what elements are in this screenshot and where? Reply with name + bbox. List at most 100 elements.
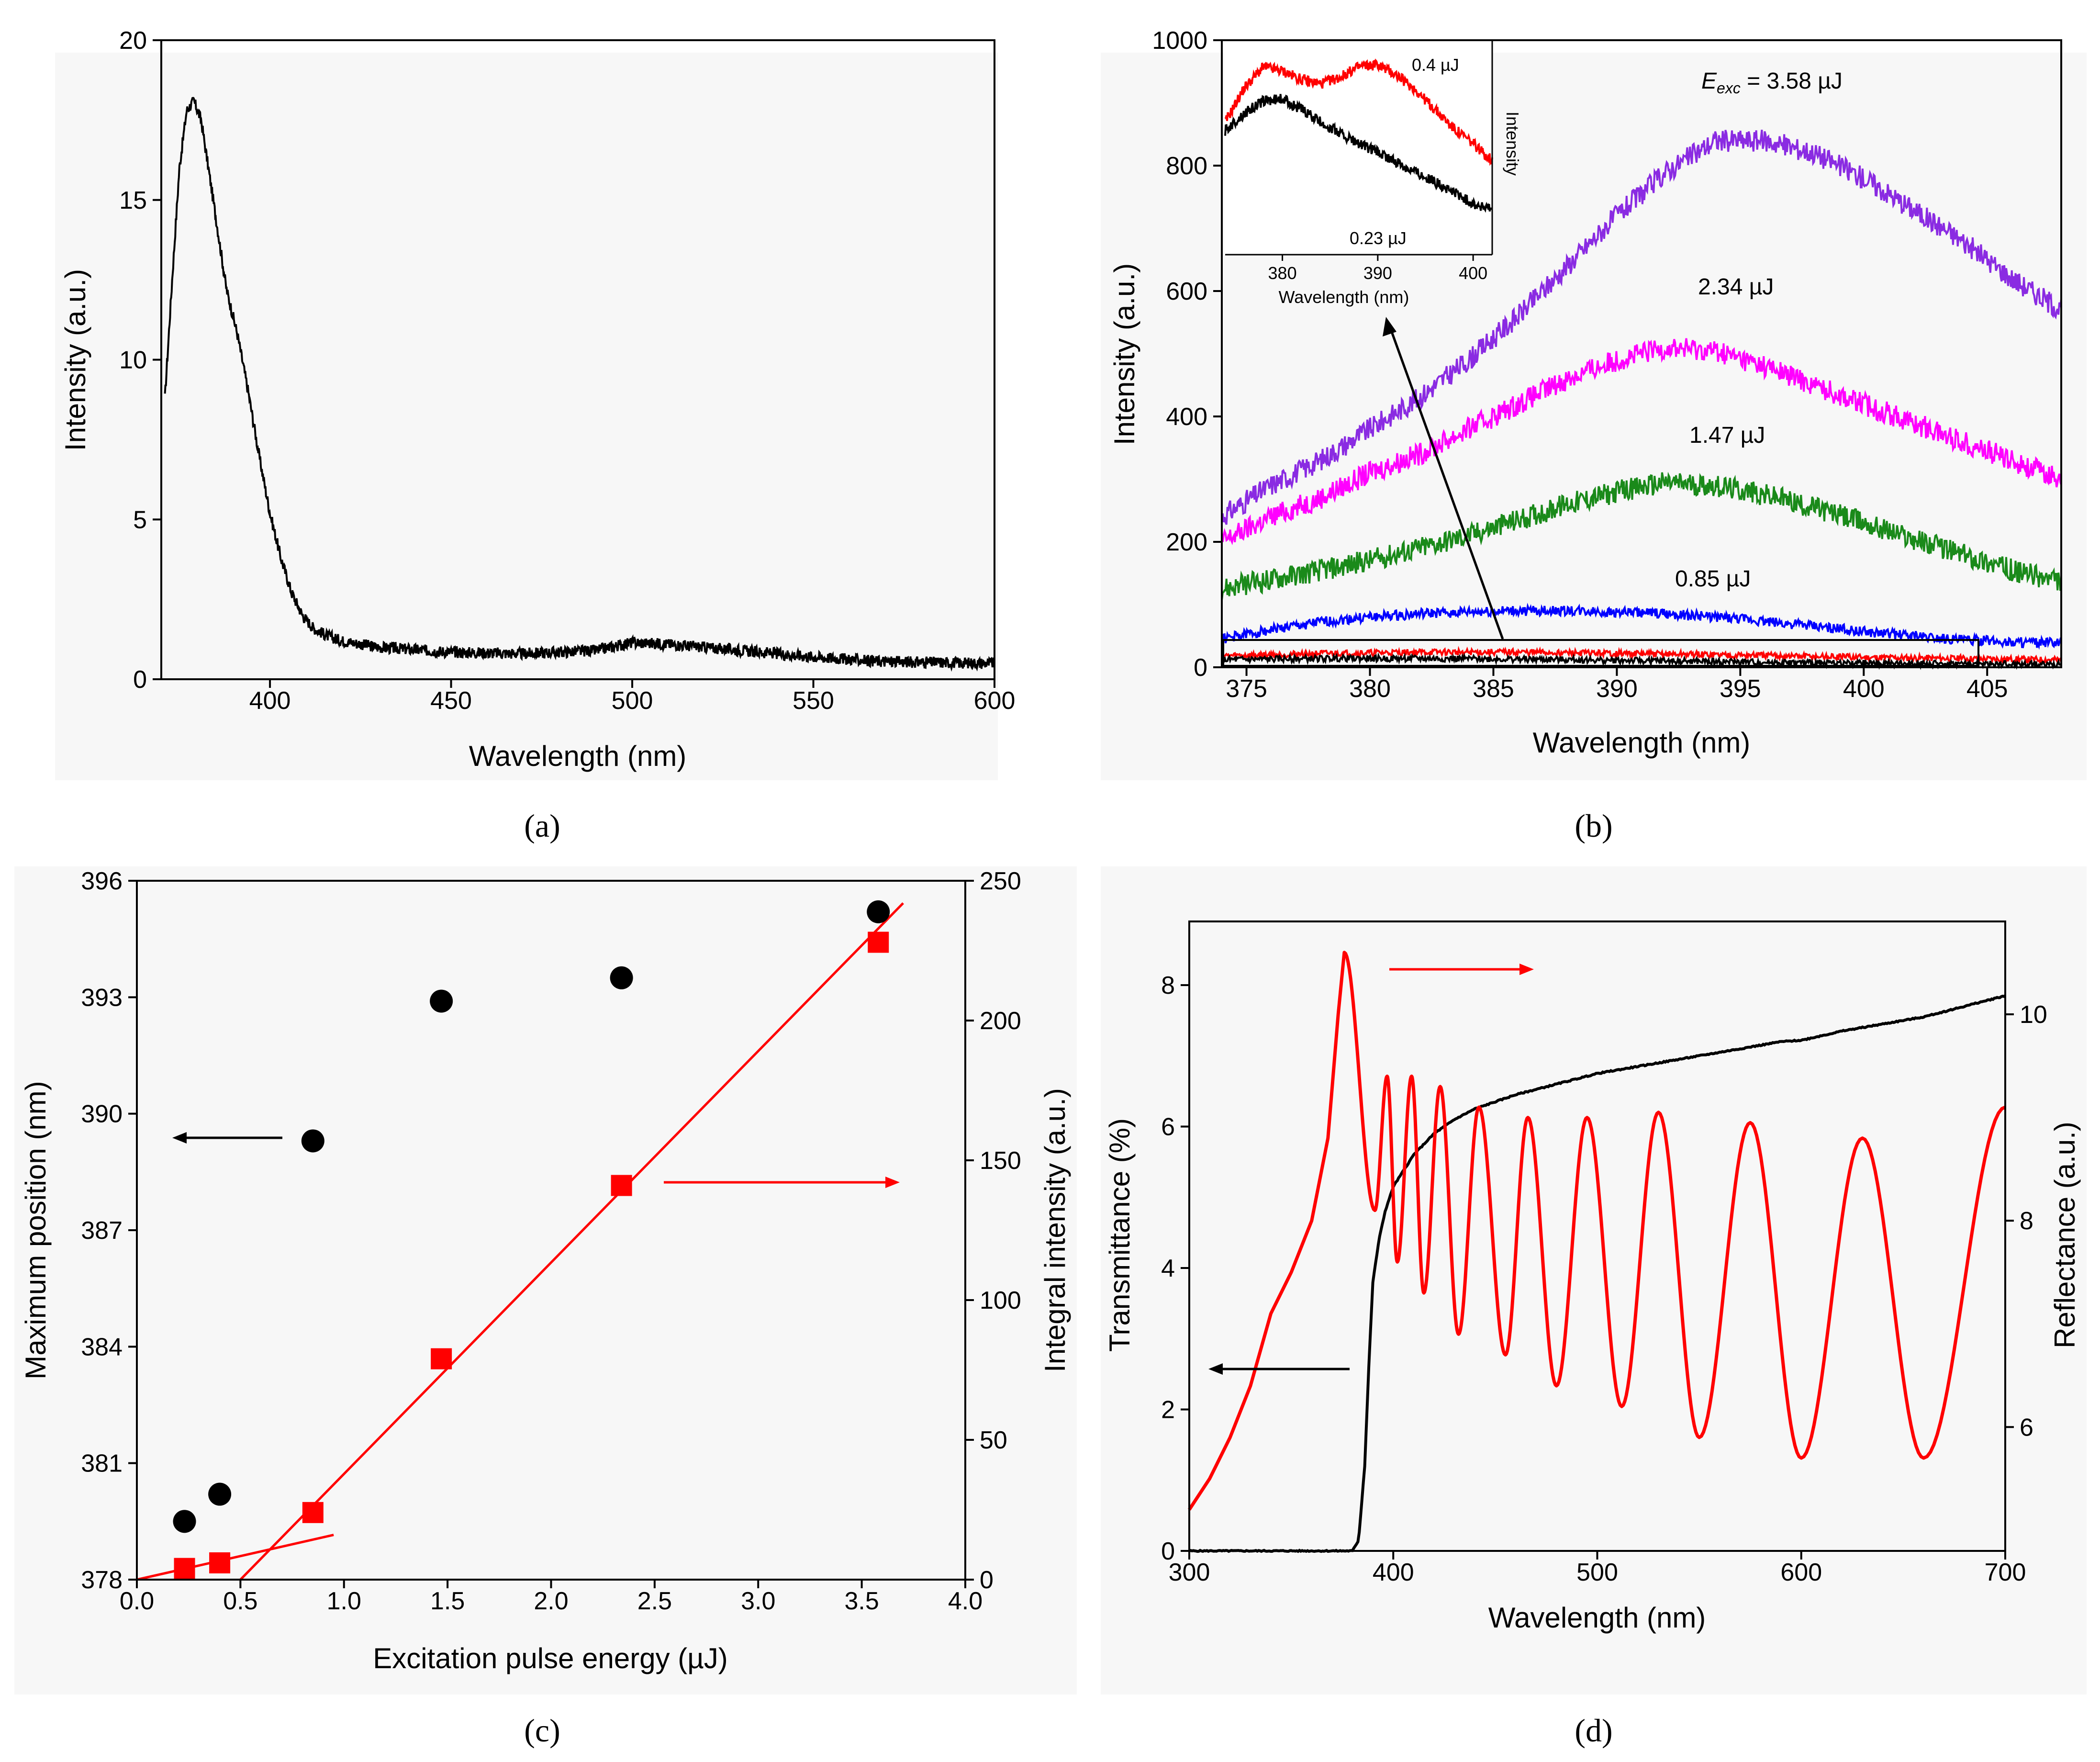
panel-d-x-axis-label: Wavelength (nm): [1488, 1602, 1706, 1634]
panel-b-label-0-85: 0.85 µJ: [1675, 566, 1751, 592]
panel-c-ytick-tick-label: 390: [81, 1100, 123, 1128]
panel-a-ytick-tick-label: 20: [119, 27, 147, 55]
inset-xtick-label: 390: [1363, 263, 1392, 283]
panel-c-integral-intensity-point: [868, 932, 889, 953]
panel-b-label-2-34: 2.34 µJ: [1698, 274, 1774, 300]
panel-d-y2tick-tick-label: 10: [2020, 1001, 2047, 1029]
panel-b-y-axis-label: Intensity (a.u.): [1108, 263, 1140, 445]
panel-c-x-ticks: 0.0 0.5 1.0 1.5 2.0 2.5 3.0 3.5 4.0: [120, 1580, 983, 1615]
inset-series-04: [1224, 58, 1493, 166]
panel-d-caption: (d): [1575, 1712, 1612, 1749]
panel-c-fit-line-1: [136, 1534, 334, 1581]
panel-c-integral-intensity-point: [174, 1558, 195, 1579]
panel-a-plot-area: [164, 97, 995, 672]
panel-c-integral-intensity-point: [209, 1552, 231, 1573]
inset-xtick-label: 380: [1268, 263, 1297, 283]
panel-b-ytick-tick-label: 600: [1166, 278, 1207, 305]
e-exc-value: = 3.58 µJ: [1741, 68, 1843, 94]
panel-a-ytick-tick-label: 15: [119, 187, 147, 214]
panel-b-label-1-47: 1.47 µJ: [1689, 423, 1765, 448]
panel-a-xtick-label: 600: [974, 687, 1016, 715]
panel-a-background: [55, 53, 998, 780]
panel-c-left-arrowhead: [172, 1132, 187, 1144]
panel-c-max-position-point: [867, 900, 890, 923]
panel-d-xtick-label: 700: [1985, 1559, 2026, 1586]
panel-c-y2tick-tick-label: 150: [980, 1147, 1021, 1175]
panel-c-xtick-label: 1.0: [327, 1587, 361, 1615]
panel-b-inset: 380 390 400 Wavelength (nm) Intensity 0.4 …: [1224, 41, 1522, 307]
panel-a-ytick-tick-label: 0: [133, 666, 147, 694]
panel-c-ytick-tick-label: 384: [81, 1333, 123, 1361]
panel-c-xtick-label: 1.5: [430, 1587, 465, 1615]
inset-plot-area: [1224, 58, 1493, 213]
panel-c-xtick-label: 4.0: [948, 1587, 983, 1615]
panel-b-zoom-region: [1222, 639, 1979, 667]
panel-b-series-023: [1221, 652, 2062, 670]
panel-c-x-axis-label: Excitation pulse energy (µJ): [373, 1642, 728, 1674]
panel-b-y-ticks: 0 200 400 600 800 1000: [1152, 27, 1222, 682]
panel-b-series-147: [1221, 471, 2062, 600]
panel-d-ytick-tick-label: 6: [1161, 1113, 1175, 1141]
panel-c-integral-intensity-point: [302, 1502, 324, 1523]
panel-d-y2-ticks: 6 8 10: [2005, 1001, 2047, 1441]
panel-b-zoom-arrowhead: [1383, 317, 1396, 337]
panel-c-background: [14, 866, 1077, 1695]
panel-c-ytick-tick-label: 387: [81, 1217, 123, 1245]
panel-b-xtick-label: 375: [1226, 675, 1267, 703]
panel-b-frame: [1221, 39, 2062, 668]
inset-label-0-23: 0.23 µJ: [1350, 228, 1407, 248]
panel-c-xtick-label: 0.0: [120, 1587, 154, 1615]
panel-c-xtick-label: 2.5: [637, 1587, 672, 1615]
panel-b-plot-area: [1221, 129, 2062, 670]
panel-c-y2-ticks: 0 50 100 150 200 250: [965, 867, 1021, 1594]
panel-d-x-ticks: 300 400 500 600 700: [1169, 1551, 2026, 1586]
panel-c: 0.0 0.5 1.0 1.5 2.0 2.5 3.0 3.5 4.0 378 381 384 387…: [14, 866, 1077, 1749]
inset-xtick-label: 400: [1459, 263, 1487, 283]
panel-c-ytick-tick-label: 393: [81, 984, 123, 1011]
panel-c-y-ticks: 378 381 384 387 390 393 396: [81, 867, 137, 1594]
panel-c-y2tick-tick-label: 250: [980, 867, 1021, 895]
panel-d-ytick-tick-label: 8: [1161, 972, 1175, 999]
panel-c-integral-intensity-point: [431, 1348, 452, 1369]
panel-c-xtick-label: 0.5: [223, 1587, 257, 1615]
panel-b-label-3-58: Eexc = 3.58 µJ: [1701, 68, 1843, 97]
panel-b-xtick-label: 405: [1966, 675, 2008, 703]
panel-a-series-line: [164, 97, 995, 672]
panel-c-max-position-point: [610, 966, 633, 989]
panel-b-caption: (b): [1575, 808, 1612, 844]
panel-a-ytick-tick-label: 5: [133, 506, 147, 534]
panel-b-xtick-label: 395: [1720, 675, 1761, 703]
panel-b-ytick-tick-label: 0: [1194, 654, 1207, 682]
panel-b-ytick-tick-label: 800: [1166, 152, 1207, 180]
panel-a-caption: (a): [524, 808, 560, 844]
panel-c-y-axis-label: Maximum position (nm): [20, 1081, 52, 1379]
panel-c-ytick-tick-label: 381: [81, 1450, 123, 1478]
panel-b-x-ticks: 375 380 385 390 395 400 405: [1226, 667, 2008, 703]
panel-c-xtick-label: 3.0: [741, 1587, 775, 1615]
panel-a-ytick-tick-label: 10: [119, 347, 147, 374]
panel-d-xtick-label: 400: [1373, 1559, 1414, 1586]
panel-c-max-position-point: [301, 1129, 324, 1153]
panel-c-max-position-point: [173, 1510, 196, 1533]
panel-c-max-position-point: [208, 1482, 232, 1506]
inset-label-0-4: 0.4 µJ: [1412, 55, 1459, 75]
panel-c-xtick-label: 3.5: [844, 1587, 879, 1615]
e-exc-subscript: exc: [1717, 79, 1741, 97]
panel-b-series-358: [1221, 129, 2062, 525]
panel-b-series-04: [1221, 646, 2062, 666]
panel-d-y2-axis-label: Reflectance (a.u.): [2049, 1122, 2081, 1348]
inset-y-axis-label: Intensity: [1503, 112, 1522, 176]
panel-a-y-ticks: 0 5 10 15 20: [119, 27, 161, 694]
panel-b-ytick-tick-label: 1000: [1152, 27, 1207, 55]
panel-d-xtick-label: 300: [1169, 1559, 1210, 1586]
panel-b-xtick-label: 400: [1843, 675, 1885, 703]
panel-c-ytick-tick-label: 396: [81, 867, 123, 895]
panel-d-xtick-label: 500: [1576, 1559, 1618, 1586]
panel-c-y2tick-tick-label: 200: [980, 1007, 1021, 1035]
panel-c-caption: (c): [524, 1712, 560, 1749]
panel-c-max-position-point: [430, 989, 453, 1013]
panel-d-ytick-tick-label: 2: [1161, 1396, 1175, 1424]
panel-c-y2tick-tick-label: 100: [980, 1287, 1021, 1314]
panel-d-y2tick-tick-label: 6: [2020, 1414, 2033, 1441]
